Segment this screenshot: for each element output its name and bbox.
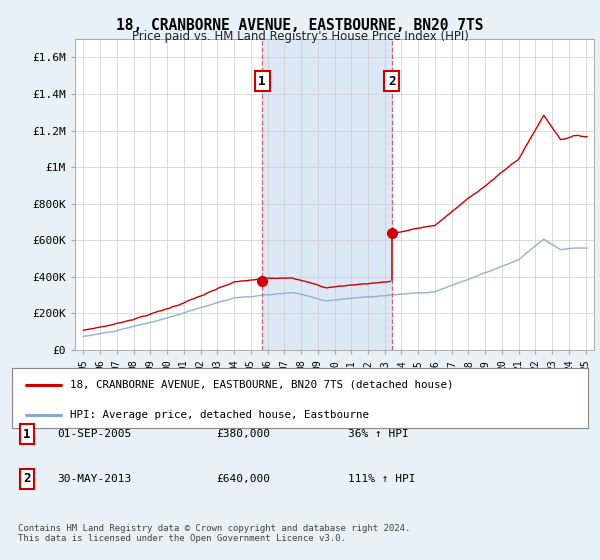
Text: 18, CRANBORNE AVENUE, EASTBOURNE, BN20 7TS: 18, CRANBORNE AVENUE, EASTBOURNE, BN20 7… — [116, 18, 484, 33]
Text: 36% ↑ HPI: 36% ↑ HPI — [348, 429, 409, 439]
Text: 111% ↑ HPI: 111% ↑ HPI — [348, 474, 415, 484]
Bar — [262, 39, 392, 350]
Text: 1: 1 — [23, 427, 31, 441]
Text: £380,000: £380,000 — [216, 429, 270, 439]
Text: 30-MAY-2013: 30-MAY-2013 — [57, 474, 131, 484]
Text: Price paid vs. HM Land Registry's House Price Index (HPI): Price paid vs. HM Land Registry's House … — [131, 30, 469, 43]
Text: 1: 1 — [258, 74, 266, 88]
Text: £640,000: £640,000 — [216, 474, 270, 484]
Text: 18, CRANBORNE AVENUE, EASTBOURNE, BN20 7TS (detached house): 18, CRANBORNE AVENUE, EASTBOURNE, BN20 7… — [70, 380, 453, 390]
Text: 2: 2 — [388, 74, 395, 88]
Text: HPI: Average price, detached house, Eastbourne: HPI: Average price, detached house, East… — [70, 410, 368, 420]
Text: 01-SEP-2005: 01-SEP-2005 — [57, 429, 131, 439]
Text: 2: 2 — [23, 472, 31, 486]
Text: Contains HM Land Registry data © Crown copyright and database right 2024.
This d: Contains HM Land Registry data © Crown c… — [18, 524, 410, 543]
